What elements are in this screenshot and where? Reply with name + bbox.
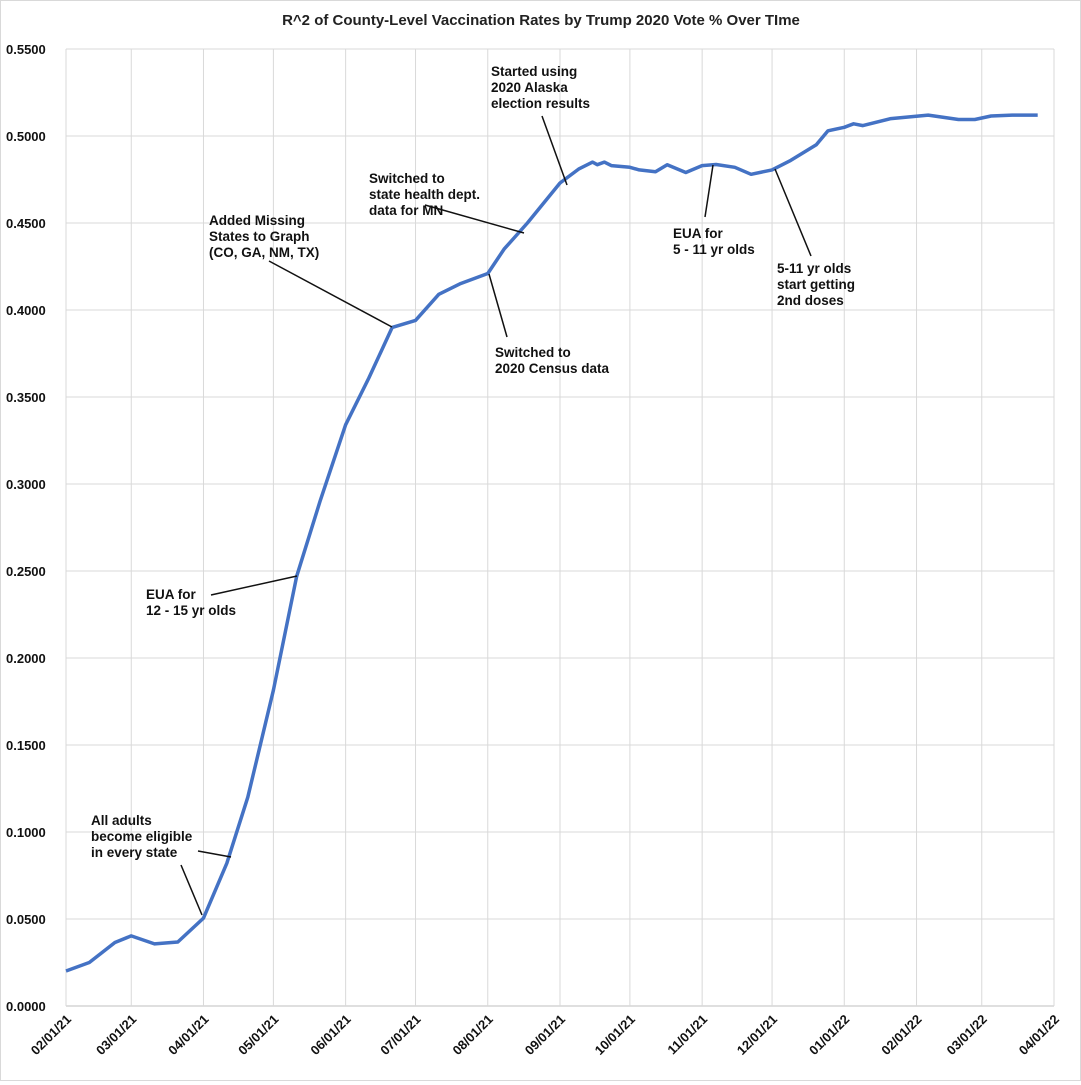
annotation-leader-line [198,851,231,857]
y-tick-label: 0.1000 [6,825,46,840]
x-tick-label: 11/01/21 [664,1012,710,1058]
annotation-leader-line [269,261,392,327]
annotation-text: state health dept. [369,187,480,202]
y-tick-label: 0.3500 [6,390,46,405]
y-tick-label: 0.1500 [6,738,46,753]
x-tick-label: 06/01/21 [307,1012,353,1058]
y-tick-label: 0.5500 [6,42,46,57]
x-tick-label: 02/01/22 [878,1012,924,1058]
x-axis-ticks: 02/01/21 03/01/21 04/01/21 05/01/21 06/01/21… [28,1012,1062,1058]
annotation-text: Switched to [495,345,571,360]
y-tick-label: 0.2500 [6,564,46,579]
annotation-text: 2020 Census data [495,361,610,376]
annotation-text: Switched to [369,171,445,186]
x-tick-label: 01/01/22 [806,1012,852,1058]
gridlines [66,49,1054,1006]
y-tick-label: 0.4000 [6,303,46,318]
annotation-leader-line [181,865,202,915]
annotation-leader-line [542,116,567,185]
y-tick-label: 0.0500 [6,912,46,927]
annotation-leader-line [489,274,507,337]
annotation-text: data for MN [369,203,443,218]
annotation-text: Added Missing [209,213,305,228]
annotation-leader-line [425,205,524,233]
x-tick-label: 07/01/21 [377,1012,423,1058]
annotation-text: States to Graph [209,229,310,244]
x-tick-label: 04/01/22 [1016,1012,1062,1058]
y-tick-label: 0.0000 [6,999,46,1014]
annotation-text: Started using [491,64,577,79]
y-tick-label: 0.5000 [6,129,46,144]
annotation-text: EUA for [146,587,196,602]
annotation-leader-line [705,165,713,217]
annotation-text: election results [491,96,590,111]
annotation-text: 5 - 11 yr olds [673,242,755,257]
annotation-text: 5-11 yr olds [777,261,851,276]
annotation-text: All adults [91,813,152,828]
annotation-text: become eligible [91,829,193,844]
y-tick-label: 0.4500 [6,216,46,231]
annotation-text: (CO, GA, NM, TX) [209,245,319,260]
chart-title: R^2 of County-Level Vaccination Rates by… [282,12,800,29]
annotation-leader-line [211,576,297,595]
x-tick-label: 04/01/21 [165,1012,211,1058]
y-axis-ticks: 0.0000 0.0500 0.1000 0.1500 0.2000 0.2500 0.30… [6,42,46,1014]
annotation-text: 2nd doses [777,293,844,308]
annotation-text: 12 - 15 yr olds [146,603,236,618]
annotation-leader-line [775,169,811,256]
x-tick-label: 12/01/21 [734,1012,780,1058]
annotation-text: EUA for [673,226,723,241]
x-tick-label: 05/01/21 [235,1012,281,1058]
y-tick-label: 0.3000 [6,477,46,492]
x-tick-label: 03/01/22 [943,1012,989,1058]
x-tick-label: 08/01/21 [449,1012,495,1058]
annotation-text: 2020 Alaska [491,80,568,95]
x-tick-label: 10/01/21 [592,1012,638,1058]
annotation-text: start getting [777,277,855,292]
y-tick-label: 0.2000 [6,651,46,666]
annotation-text: in every state [91,845,178,860]
x-tick-label: 02/01/21 [28,1012,74,1058]
x-tick-label: 09/01/21 [522,1012,568,1058]
x-tick-label: 03/01/21 [93,1012,139,1058]
